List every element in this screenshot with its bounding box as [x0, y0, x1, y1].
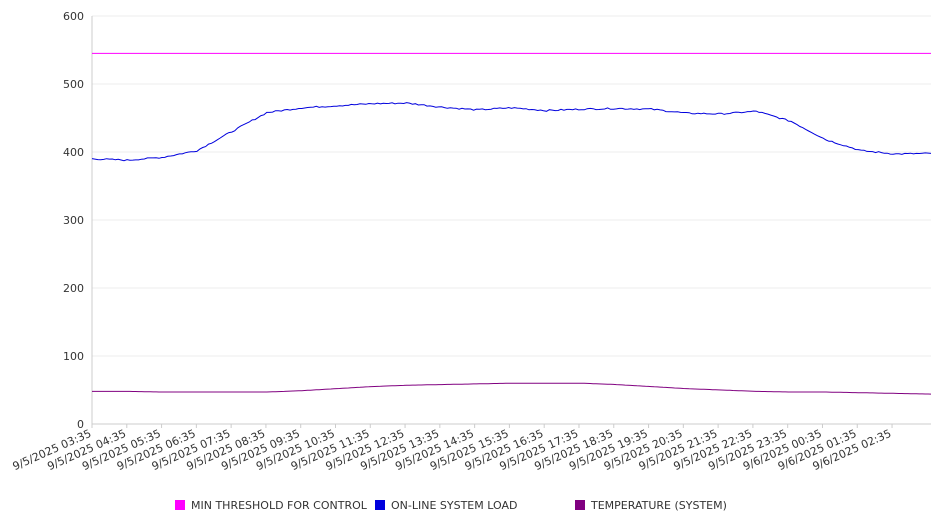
series-lines — [91, 52, 932, 395]
series-line-2 — [92, 382, 932, 395]
y-tick-label: 500 — [63, 78, 84, 91]
y-tick-label: 200 — [63, 282, 84, 295]
x-tick-labels: 9/5/2025 03:359/5/2025 04:359/5/2025 05:… — [11, 424, 893, 473]
y-tick-label: 300 — [63, 214, 84, 227]
legend-item-online-system-load: ON-LINE SYSTEM LOAD — [375, 497, 517, 513]
legend-swatch-min-threshold — [175, 500, 185, 510]
legend: MIN THRESHOLD FOR CONTROL ON-LINE SYSTEM… — [0, 497, 946, 515]
series-line-1 — [91, 102, 932, 162]
y-tick-label: 100 — [63, 350, 84, 363]
legend-label-min-threshold: MIN THRESHOLD FOR CONTROL — [191, 498, 367, 512]
legend-swatch-temperature — [575, 500, 585, 510]
y-tick-labels: 0 100 200 300 400 500 600 — [63, 10, 84, 431]
legend-label-temperature: TEMPERATURE (SYSTEM) — [591, 498, 727, 512]
y-tick-label: 400 — [63, 146, 84, 159]
y-tick-label: 600 — [63, 10, 84, 23]
legend-label-online-system-load: ON-LINE SYSTEM LOAD — [391, 498, 518, 512]
axes — [91, 16, 931, 425]
grid-lines — [92, 15, 931, 357]
y-tick-label: 0 — [77, 418, 84, 431]
legend-item-temperature: TEMPERATURE (SYSTEM) — [575, 497, 727, 513]
legend-swatch-online-system-load — [375, 500, 385, 510]
legend-item-min-threshold: MIN THRESHOLD FOR CONTROL — [175, 497, 367, 513]
